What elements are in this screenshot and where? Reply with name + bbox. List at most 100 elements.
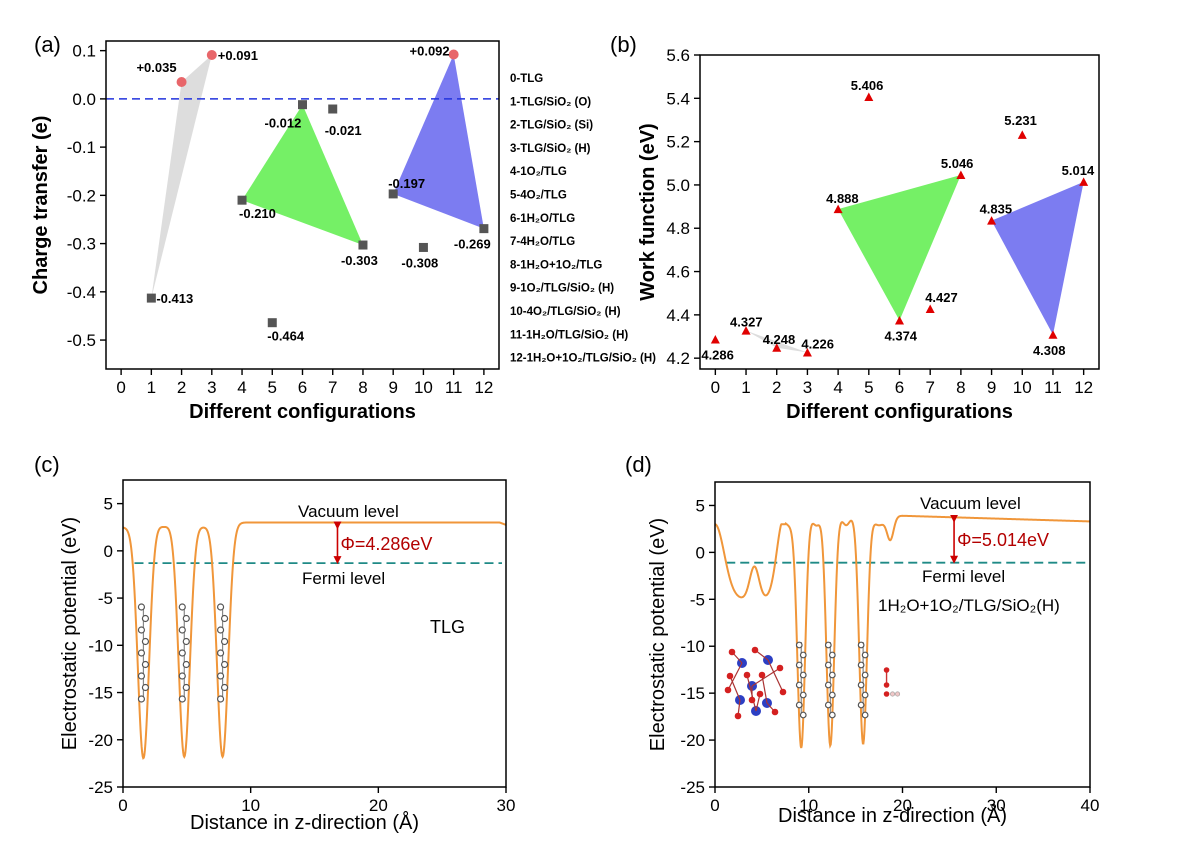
chart-a-legend-entry: 4-1O₂/TLG xyxy=(510,166,567,178)
chart-d-carbon-atom xyxy=(799,711,807,719)
chart-c-x-tick-label: 30 xyxy=(497,796,516,815)
chart-b-point xyxy=(1079,177,1089,186)
chart-a-ticks: 0 1 2 3 4 5 6 7 8 9 10 11 120.10.0-0.1-0.2-0.3-0.4-0… xyxy=(67,42,494,397)
chart-c-carbon-atom xyxy=(216,649,225,657)
chart-a-y-tick-label: -0.2 xyxy=(67,186,96,205)
chart-b-point xyxy=(802,348,812,357)
chart-a-data-label: +0.091 xyxy=(218,48,258,63)
chart-c-carbon-atom xyxy=(141,683,150,692)
chart-c-carbon-atom xyxy=(216,672,225,680)
chart-a-point xyxy=(298,100,307,110)
chart-c-x-tick-label: 0 xyxy=(118,796,127,815)
chart-b-y-tick-label: 5.0 xyxy=(666,176,690,195)
chart-b-data-label: 5.406 xyxy=(851,78,884,93)
chart-c-y-tick-label: 0 xyxy=(104,542,113,561)
chart-d-carbon-atom xyxy=(799,651,807,659)
chart-a-legend-entry: 3-TLG/SiO₂ (H) xyxy=(510,143,591,155)
chart-a-data-label: -0.308 xyxy=(401,255,438,270)
chart-d-frame xyxy=(714,481,1091,788)
chart-a-point xyxy=(237,195,247,205)
chart-a-x-tick-label: 3 xyxy=(207,378,216,397)
chart-b-data-label: 5.014 xyxy=(1062,163,1095,178)
chart-a-x-tick-label: 12 xyxy=(474,378,493,397)
chart-c-vacuum-label: Vacuum level xyxy=(298,502,399,521)
panel-b-label: (b) xyxy=(610,32,637,57)
chart-c-y-tick-label: -10 xyxy=(88,636,113,655)
chart-c-carbon-atom xyxy=(178,649,186,657)
chart-a-data-label: +0.092 xyxy=(410,44,450,59)
chart-a-point xyxy=(206,49,217,60)
chart-d-carbon-atom xyxy=(795,681,803,689)
chart-d-x-tick-label: 10 xyxy=(799,796,818,815)
chart-d-phi-label: Φ=5.014eV xyxy=(957,530,1049,550)
chart-a-triangle xyxy=(151,54,212,299)
chart-d-xlabel: Distance in z-direction (Å) xyxy=(778,804,1007,827)
chart-c-carbon-atom xyxy=(178,603,186,611)
chart-d-fermi-label: Fermi level xyxy=(922,567,1005,586)
chart-c-ticks: 0 10 20 30 5 0 -5 -10 -15 -20 -25 xyxy=(88,495,515,815)
chart-b-triangle xyxy=(838,174,961,321)
chart-a-y-tick-label: 0.1 xyxy=(72,42,96,61)
chart-c-phi-label: Φ=4.286eV xyxy=(340,534,432,554)
chart-c-y-tick-label: -15 xyxy=(88,684,113,703)
chart-c-xlabel: Distance in z-direction (Å) xyxy=(190,811,419,834)
chart-c-carbon-atom xyxy=(216,626,225,634)
chart-b-point xyxy=(772,343,782,352)
chart-d-x-tick-label: 0 xyxy=(710,796,719,815)
panel-c-label: (c) xyxy=(34,452,60,477)
chart-a-y-tick-label: -0.1 xyxy=(67,138,96,157)
chart-b-data-label: 4.248 xyxy=(763,332,796,347)
chart-d-y-tick-label: -15 xyxy=(680,684,705,703)
chart-c-frame xyxy=(122,479,507,788)
chart-a-legend-entry: 0-TLG xyxy=(510,73,543,85)
chart-a-x-tick-label: 10 xyxy=(414,378,433,397)
chart-d-o-atom xyxy=(743,671,751,679)
chart-c-carbon-atom xyxy=(220,660,229,669)
chart-d-bond xyxy=(751,667,781,687)
chart-c-carbon-atom xyxy=(137,603,146,611)
chart-a-x-tick-label: 4 xyxy=(237,378,246,397)
chart-d-carbon-atom xyxy=(799,691,807,699)
chart-b-x-tick-label: 10 xyxy=(1013,378,1032,397)
chart-b-y-tick-label: 4.4 xyxy=(666,306,690,325)
chart-a-x-tick-label: 1 xyxy=(147,378,156,397)
chart-a-x-tick-label: 9 xyxy=(388,378,397,397)
chart-a-data-label: -0.303 xyxy=(341,253,378,268)
chart-b-x-tick-label: 12 xyxy=(1074,378,1093,397)
chart-b-xlabel: Different configurations xyxy=(786,401,1013,423)
chart-b-data-label: 4.835 xyxy=(980,202,1013,217)
chart-b-data-label: 4.888 xyxy=(826,191,859,206)
chart-d-o-atom xyxy=(734,712,742,720)
chart-d-x-tick-label: 40 xyxy=(1081,796,1100,815)
chart-d-y-tick-label: 5 xyxy=(696,496,705,515)
chart-d-system-label: 1H₂O+1O₂/TLG/SiO₂(H) xyxy=(878,596,1060,615)
chart-a-x-tick-label: 11 xyxy=(445,378,463,397)
chart-c-carbon-atom xyxy=(182,637,190,646)
chart-d-carbon-atom xyxy=(795,661,803,669)
chart-a-point xyxy=(448,49,459,60)
chart-a-x-tick-label: 5 xyxy=(268,378,277,397)
chart-d-bond xyxy=(761,674,768,704)
chart-b-y-tick-label: 5.2 xyxy=(666,133,690,152)
chart-d-carbon-atom xyxy=(828,671,836,679)
chart-d-carbon-atom xyxy=(824,641,832,649)
chart-b-point xyxy=(925,304,935,314)
chart-a-y-tick-label: -0.4 xyxy=(67,283,96,302)
chart-d-carbon-atom xyxy=(861,671,869,679)
chart-c-carbon-atom xyxy=(220,683,229,692)
chart-c-carbon-atom xyxy=(137,649,146,657)
chart-c-carbon-atom xyxy=(141,614,150,623)
chart-a-legend-entry: 10-4O₂/TLG/SiO₂ (H) xyxy=(510,306,621,318)
chart-c-carbon-atom xyxy=(141,637,150,646)
chart-a-point xyxy=(479,224,489,234)
chart-d-o-atom xyxy=(756,690,764,698)
chart-d-h-atom xyxy=(895,691,901,697)
chart-d-carbon-atom xyxy=(799,671,807,679)
chart-b-x-tick-label: 3 xyxy=(803,378,812,397)
chart-a-legend-entry: 2-TLG/SiO₂ (Si) xyxy=(510,120,593,132)
chart-b-x-tick-label: 9 xyxy=(987,378,996,397)
chart-c-x-tick-label: 10 xyxy=(241,796,260,815)
chart-b-x-tick-label: 1 xyxy=(741,378,750,397)
chart-b-point xyxy=(1048,330,1058,339)
chart-b-x-tick-label: 5 xyxy=(864,378,873,397)
